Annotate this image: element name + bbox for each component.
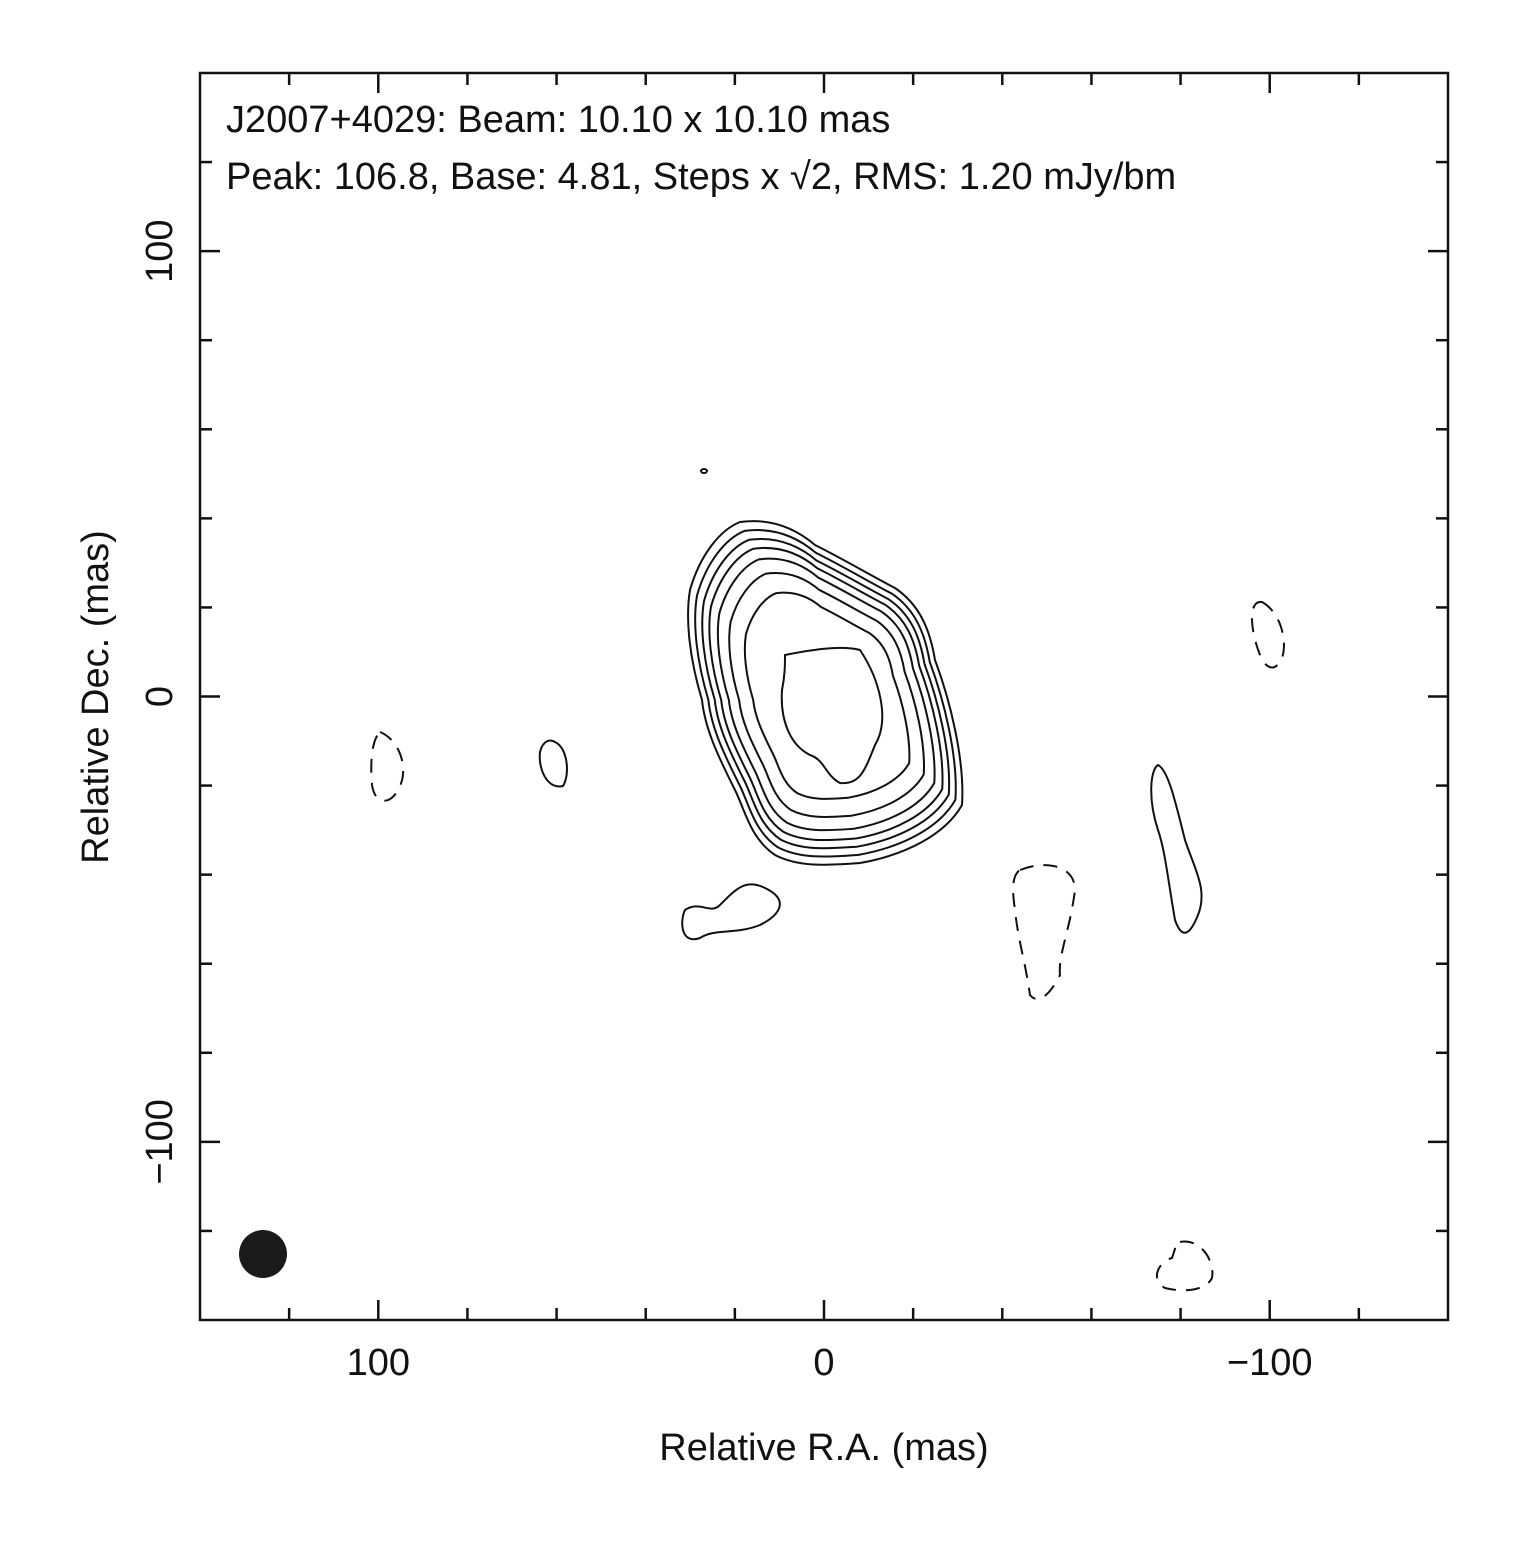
chart-subtitle: Peak: 106.8, Base: 4.81, Steps x √2, RMS…	[226, 156, 1176, 198]
x-axis-label: Relative R.A. (mas)	[659, 1427, 988, 1469]
x-tick-label: 0	[813, 1342, 834, 1384]
x-tick-label: −100	[1227, 1342, 1313, 1384]
contour	[782, 648, 882, 783]
contour	[717, 557, 936, 831]
contour	[701, 469, 707, 473]
contour	[1013, 865, 1075, 999]
y-tick-label: 100	[139, 219, 181, 282]
contour	[744, 592, 911, 800]
contour	[1151, 765, 1201, 933]
contour	[371, 732, 403, 801]
contour	[1252, 602, 1284, 668]
y-tick-label: −100	[139, 1099, 181, 1185]
plot-frame	[198, 71, 1450, 1322]
contour	[1157, 1242, 1212, 1291]
y-tick-label: 0	[139, 686, 181, 707]
contour	[682, 884, 780, 939]
contour	[688, 521, 962, 865]
contour	[694, 529, 957, 858]
y-axis-label: Relative Dec. (mas)	[75, 530, 117, 864]
x-tick-label: 100	[347, 1342, 410, 1384]
contour	[540, 741, 567, 787]
beam	[239, 1230, 287, 1278]
chart-title: J2007+4029: Beam: 10.10 x 10.10 mas	[226, 99, 890, 141]
contours	[371, 469, 1284, 1290]
